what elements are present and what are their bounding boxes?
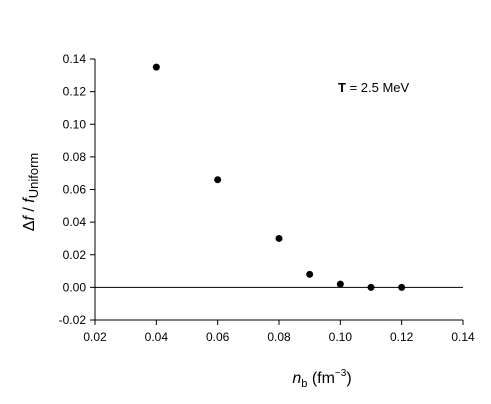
x-tick-label: 0.14 xyxy=(451,330,475,344)
x-axis-ticks: 0.02 0.04 0.06 0.08 0.10 0.12 0.14 xyxy=(83,320,475,344)
x-tick-label: 0.06 xyxy=(206,330,230,344)
data-points xyxy=(152,63,406,291)
y-tick-label: 0.02 xyxy=(63,248,87,262)
data-point xyxy=(275,234,283,242)
y-tick-label: 0.04 xyxy=(63,215,87,229)
x-tick-label: 0.02 xyxy=(83,330,107,344)
x-tick-label: 0.12 xyxy=(390,330,414,344)
data-point xyxy=(214,176,222,184)
data-point xyxy=(336,280,344,288)
y-axis-title: Δf / fUniform xyxy=(21,153,41,231)
data-point xyxy=(152,63,160,71)
x-tick-label: 0.04 xyxy=(145,330,169,344)
data-point xyxy=(398,283,406,291)
y-tick-label: -0.02 xyxy=(59,313,87,327)
plot-area xyxy=(94,59,463,321)
temperature-annotation: T = 2.5 MeV xyxy=(338,80,410,95)
y-axis-ticks: -0.02 0.00 0.02 0.04 0.06 0.08 0.10 0.12 0.14 xyxy=(59,52,95,327)
x-axis-title: nb (fm−3) xyxy=(292,368,351,390)
y-tick-label: 0.14 xyxy=(63,52,87,66)
y-tick-label: 0.12 xyxy=(63,85,87,99)
data-point xyxy=(306,270,314,278)
x-tick-label: 0.10 xyxy=(329,330,353,344)
y-tick-label: 0.08 xyxy=(63,150,87,164)
y-tick-label: 0.06 xyxy=(63,183,87,197)
x-tick-label: 0.08 xyxy=(267,330,291,344)
data-point xyxy=(367,283,375,291)
y-tick-label: 0.10 xyxy=(63,117,87,131)
y-tick-label: 0.00 xyxy=(63,280,87,294)
